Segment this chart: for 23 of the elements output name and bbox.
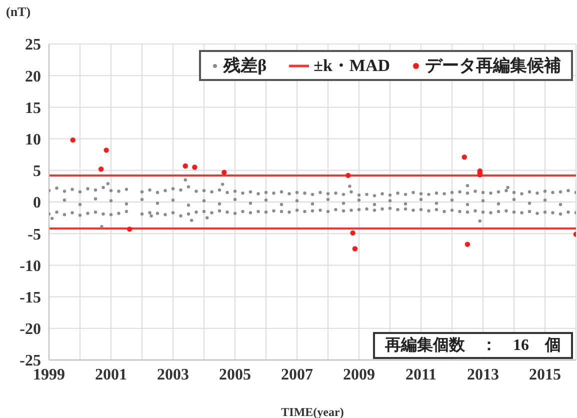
x-tick-label: 2015 (529, 366, 561, 384)
x-tick-label: 2011 (405, 366, 437, 384)
y-tick-label: -5 (28, 226, 41, 244)
x-tick-label: 2009 (343, 366, 375, 384)
y-tick-label: 20 (25, 68, 41, 86)
x-tick-label: 2001 (95, 366, 127, 384)
x-tick-label: 2013 (467, 366, 499, 384)
y-tick-label: 25 (25, 36, 41, 54)
y-axis-title: (nT) (6, 4, 31, 20)
x-tick-label: 2005 (219, 366, 251, 384)
y-tick-label: 5 (33, 163, 41, 180)
legend-label: ±k・MAD (314, 55, 390, 77)
y-tick-label: -20 (20, 321, 41, 338)
annotation: 再編集個数 ： 16 個 (373, 332, 573, 359)
x-tick-label: 2003 (157, 366, 189, 384)
legend-label: 残差β (224, 55, 267, 77)
x-tick-label: 2007 (281, 366, 313, 384)
legend-label: データ再編集候補 (425, 55, 561, 77)
y-tick-label: -15 (20, 289, 41, 306)
y-tick-label: 15 (25, 100, 41, 117)
y-tick-label: 10 (25, 131, 41, 148)
y-tick-label: 0 (33, 194, 41, 212)
y-tick-label: -10 (20, 258, 41, 275)
